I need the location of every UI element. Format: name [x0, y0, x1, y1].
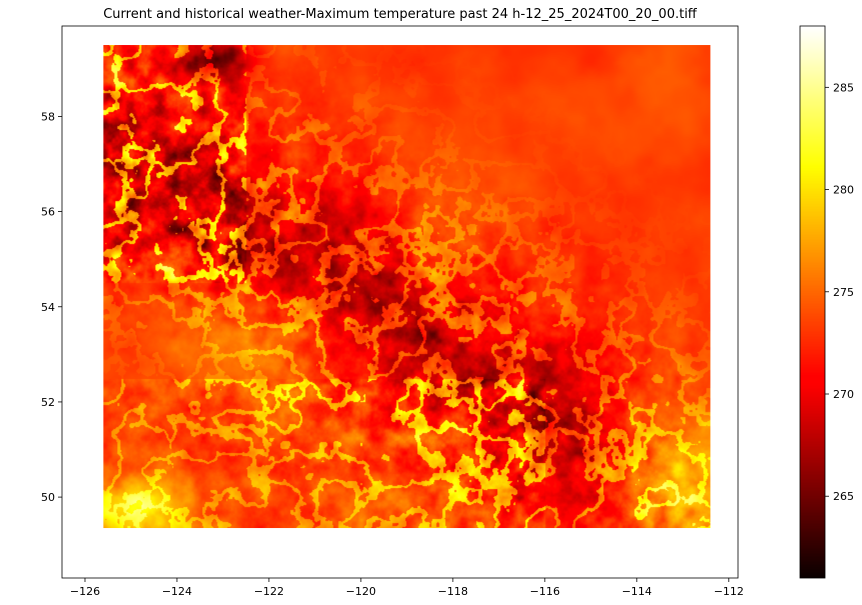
x-tick-label: −126 [70, 585, 100, 598]
temperature-heatmap [103, 45, 711, 529]
x-tick-label: −118 [438, 585, 468, 598]
x-tick-label: −122 [254, 585, 284, 598]
colorbar-tick-label: 280 [833, 184, 854, 197]
colorbar-gradient [800, 26, 825, 578]
x-axis: −126 −124 −122 −120 −118 −116 −114 −112 [70, 578, 744, 598]
y-tick-label: 50 [41, 491, 55, 504]
colorbar-tick-label: 265 [833, 490, 854, 503]
colorbar [799, 25, 826, 579]
x-tick-label: −112 [714, 585, 744, 598]
colorbar-tick-label: 270 [833, 388, 854, 401]
y-tick-label: 58 [41, 110, 55, 123]
chart-title: Current and historical weather-Maximum t… [103, 7, 698, 22]
x-tick-label: −114 [622, 585, 652, 598]
x-tick-label: −120 [346, 585, 376, 598]
y-tick-label: 52 [41, 396, 55, 409]
y-tick-label: 54 [41, 301, 55, 314]
colorbar-tick-label: 285 [833, 81, 854, 94]
x-tick-label: −116 [530, 585, 560, 598]
x-tick-label: −124 [162, 585, 192, 598]
colorbar-axis: 265 270 275 280 285 [825, 81, 854, 503]
y-axis: 50 52 54 56 58 [41, 110, 62, 504]
colorbar-tick-label: 275 [833, 286, 854, 299]
y-tick-label: 56 [41, 206, 55, 219]
